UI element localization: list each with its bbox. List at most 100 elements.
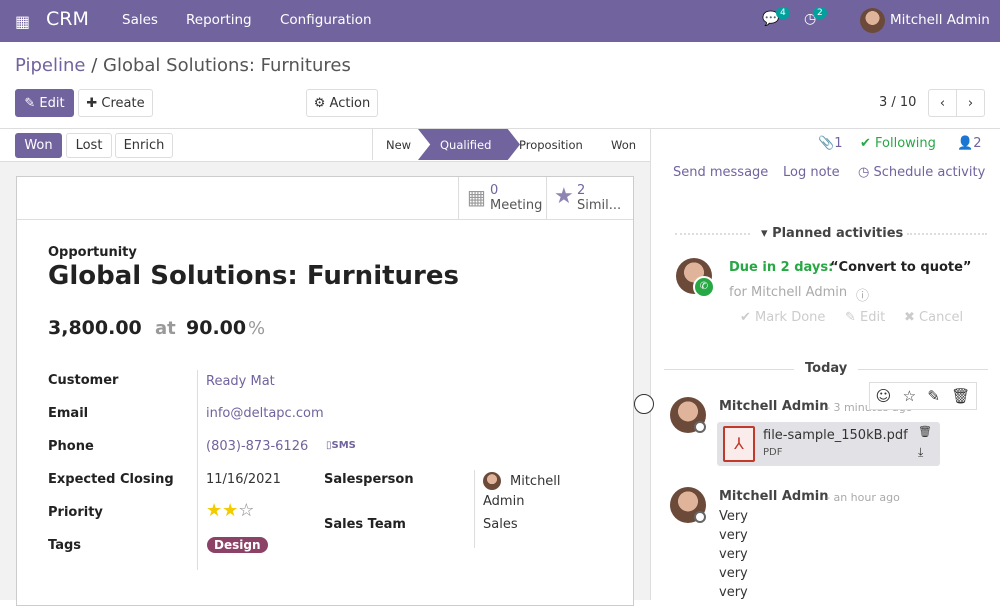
schedule-label: Schedule activity (873, 165, 986, 180)
user-avatar[interactable] (860, 8, 885, 33)
breadcrumb-current: Global Solutions: Furnitures (103, 55, 351, 76)
menu-configuration[interactable]: Configuration (280, 12, 372, 28)
attachment-delete-icon[interactable]: 🗑 (918, 425, 932, 438)
activity-for: for Mitchell Admin (729, 285, 848, 300)
sms-button[interactable]: ▯SMS (326, 440, 356, 451)
planned-activities-toggle[interactable]: ▾ Planned activities (761, 226, 904, 241)
field-separator-2 (474, 470, 475, 548)
probability: 90.00 (186, 317, 247, 339)
won-button[interactable]: Won (15, 133, 62, 158)
attachments-count: 1 (834, 136, 843, 151)
message-time: - an hour ago (826, 491, 900, 504)
enrich-button[interactable]: Enrich (115, 133, 173, 158)
pager-previous-button[interactable]: ‹ (928, 89, 957, 117)
edit-label: Edit (39, 95, 65, 111)
stage-qualified[interactable] (418, 129, 520, 160)
activity-edit-button[interactable]: ✎ Edit (845, 310, 886, 325)
pencil-icon[interactable]: ✎ (927, 387, 940, 405)
tag-design[interactable]: Design (207, 537, 268, 553)
message-author: Mitchell Admin (719, 399, 829, 414)
attachment-download-icon[interactable]: ⤓ (918, 445, 924, 459)
salesperson-value[interactable]: Mitchell Admin (483, 474, 561, 509)
team-value[interactable]: Sales (483, 517, 518, 532)
lost-button[interactable]: Lost (66, 133, 112, 158)
followers-button[interactable]: 👤2 (957, 136, 982, 151)
similar-count: 2 (577, 183, 586, 198)
edit-button[interactable]: ✎ Edit (15, 89, 74, 117)
message-line: Very (719, 509, 748, 524)
customer-label: Customer (48, 373, 119, 388)
sms-label: SMS (331, 440, 356, 451)
menu-reporting[interactable]: Reporting (186, 12, 252, 28)
pager-next-button[interactable]: › (956, 89, 985, 117)
message-body: Very very very very very (719, 507, 748, 602)
breadcrumb-separator: / (91, 55, 98, 76)
messages-badge: 4 (776, 7, 790, 19)
phone-icon: ✆ (693, 276, 715, 298)
user-name[interactable]: Mitchell Admin (890, 12, 990, 28)
email-value[interactable]: info@deltapc.com (206, 406, 324, 421)
phone-value[interactable]: (803)-873-6126 (206, 439, 309, 454)
salesperson-avatar (483, 472, 501, 490)
today-divider (858, 369, 988, 370)
phone-label: Phone (48, 439, 94, 454)
app-name[interactable]: CRM (46, 8, 89, 30)
meeting-label: Meeting (490, 198, 543, 213)
stage-proposition[interactable]: Proposition (519, 137, 583, 152)
mark-done-button[interactable]: ✔ Mark Done (740, 310, 826, 325)
attachments-button[interactable]: 📎1 (818, 136, 843, 151)
mouse-cursor-icon (634, 394, 654, 414)
divider (0, 128, 1000, 129)
star-filled-icon[interactable]: ★ (206, 500, 223, 521)
attachment-card[interactable]: ⅄ file-sample_150kB.pdf PDF 🗑 ⤓ (717, 422, 940, 466)
attachment-type: PDF (763, 447, 783, 458)
tags-label: Tags (48, 538, 82, 553)
create-button[interactable]: ✚ Create (78, 89, 153, 117)
attachment-name: file-sample_150kB.pdf (763, 428, 908, 443)
email-label: Email (48, 406, 89, 421)
percent-sign: % (248, 318, 266, 339)
message-line: very (719, 585, 748, 600)
priority-stars[interactable]: ★★☆ (206, 500, 254, 521)
calendar-icon: ▦ (467, 185, 486, 209)
breadcrumb-pipeline[interactable]: Pipeline (15, 55, 86, 76)
star-filled-icon[interactable]: ★ (222, 500, 239, 521)
pager-value: 3 / 10 (879, 95, 917, 110)
navbar: ▦ CRM Sales Reporting Configuration 💬 4 … (0, 0, 1000, 42)
similar-label: Simil... (577, 198, 622, 213)
activity-cancel-button[interactable]: ✖ Cancel (904, 310, 964, 325)
log-note-button[interactable]: Log note (783, 165, 840, 180)
mark-done-label: Mark Done (755, 310, 826, 325)
similar-smart-button[interactable]: ★ 2 Simil... (546, 177, 633, 219)
info-icon[interactable]: ⓘ (856, 289, 870, 304)
apps-menu-icon[interactable]: ▦ (15, 12, 31, 31)
send-message-button[interactable]: Send message (673, 165, 769, 180)
expected-revenue: 3,800.00 (48, 317, 142, 339)
messages-icon[interactable]: 💬 (762, 11, 780, 27)
breadcrumb: Pipeline / Global Solutions: Furnitures (15, 55, 351, 76)
emoji-icon[interactable]: ☺ (875, 387, 892, 405)
today-label: Today (805, 361, 848, 376)
menu-sales[interactable]: Sales (122, 12, 158, 28)
stage-new[interactable]: New (386, 137, 412, 152)
planned-title: Planned activities (772, 226, 904, 241)
following-button[interactable]: ✔ Following (860, 136, 936, 151)
opportunity-title: Global Solutions: Furnitures (48, 261, 459, 291)
create-label: Create (101, 95, 145, 111)
statusbar-border (372, 128, 373, 160)
star-icon: ★ (554, 184, 574, 209)
activity-cancel-label: Cancel (919, 310, 964, 325)
message-line: very (719, 528, 748, 543)
customer-value[interactable]: Ready Mat (206, 374, 275, 389)
button-box-border (17, 219, 633, 220)
schedule-activity-button[interactable]: ◷ Schedule activity (858, 165, 986, 180)
stage-won[interactable]: Won (611, 137, 637, 152)
activity-edit-label: Edit (860, 310, 886, 325)
star-icon[interactable]: ☆ (902, 387, 917, 405)
meeting-smart-button[interactable]: ▦ 0 Meeting (458, 177, 546, 219)
message-line: very (719, 547, 748, 562)
salesperson-label: Salesperson (324, 472, 414, 487)
action-button[interactable]: ⚙ Action (306, 89, 378, 117)
trash-icon[interactable]: 🗑 (951, 387, 971, 405)
star-empty-icon[interactable]: ☆ (238, 500, 255, 521)
